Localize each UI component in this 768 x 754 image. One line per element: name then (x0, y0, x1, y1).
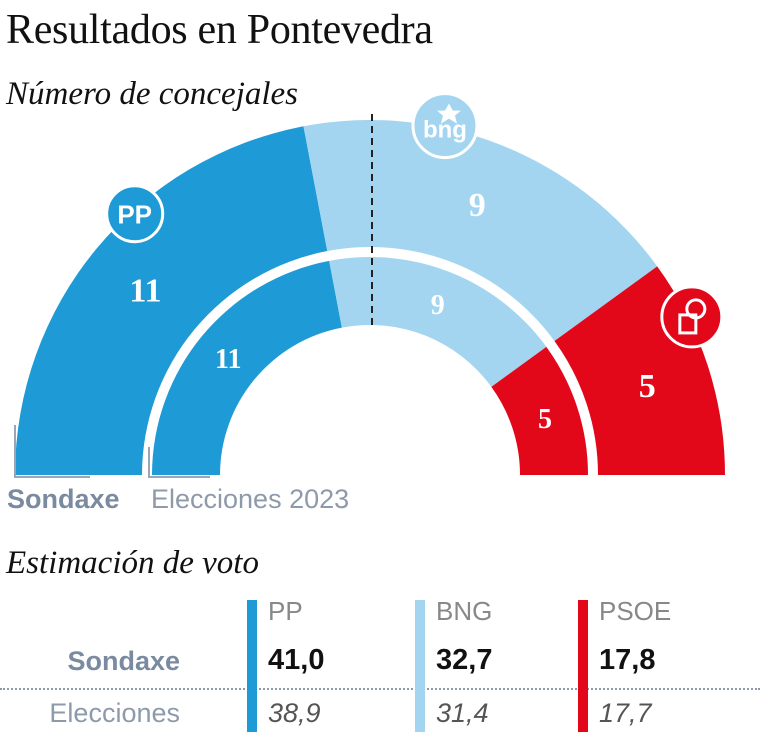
outer-value-bng: 9 (469, 187, 486, 224)
col-header-psoe: PSOE (599, 596, 672, 626)
col-header-pp: PP (268, 596, 303, 626)
outer-arc-label: Sondaxe (7, 484, 120, 514)
bng-elecciones-value: 31,4 (436, 698, 489, 728)
bng-logo-text: bng (423, 117, 467, 144)
inner-arc-label: Elecciones 2023 (151, 484, 350, 514)
pp-logo-text: PP (117, 200, 152, 230)
page-title: Resultados en Pontevedra (6, 7, 433, 53)
outer-segment-bng (303, 120, 658, 341)
vote-table: Sondaxe Elecciones PP 41,0 38,9 BNG 32,7… (0, 594, 768, 734)
col-header-bng: BNG (436, 596, 493, 626)
votes-title: Estimación de voto (6, 545, 259, 581)
psoe-column-bar (578, 600, 588, 732)
inner-value-psoe: 5 (538, 404, 552, 435)
pp-column-bar (247, 600, 257, 732)
psoe-sondaxe-value: 17,8 (599, 644, 656, 676)
bng-column-bar (415, 600, 425, 732)
inner-value-pp: 11 (215, 344, 241, 375)
row-divider (0, 688, 760, 690)
inner-value-bng: 9 (431, 290, 445, 321)
outer-segment-pp (15, 126, 328, 475)
inner-segment-pp (152, 260, 342, 475)
psoe-fist-shape (678, 313, 698, 335)
bng-sondaxe-value: 32,7 (436, 644, 493, 676)
outer-baseline (14, 425, 90, 478)
inner-segment-psoe (491, 346, 588, 475)
pp-logo-icon (105, 184, 165, 244)
bng-star-icon (436, 103, 461, 124)
pp-sondaxe-value: 41,0 (268, 644, 325, 676)
outer-value-psoe: 5 (639, 368, 656, 405)
inner-segment-bng (329, 257, 547, 387)
outer-value-pp: 11 (129, 272, 161, 309)
row-label-elecciones: Elecciones (49, 698, 180, 728)
seat-chart: 11 9 5 11 9 5 PP bng (14, 92, 725, 478)
inner-baseline (148, 447, 210, 478)
chart-subtitle: Número de concejales (6, 76, 299, 112)
bng-logo-icon (411, 92, 479, 160)
row-label-sondaxe: Sondaxe (67, 646, 180, 676)
psoe-elecciones-value: 17,7 (599, 698, 652, 728)
pp-elecciones-value: 38,9 (268, 698, 321, 728)
